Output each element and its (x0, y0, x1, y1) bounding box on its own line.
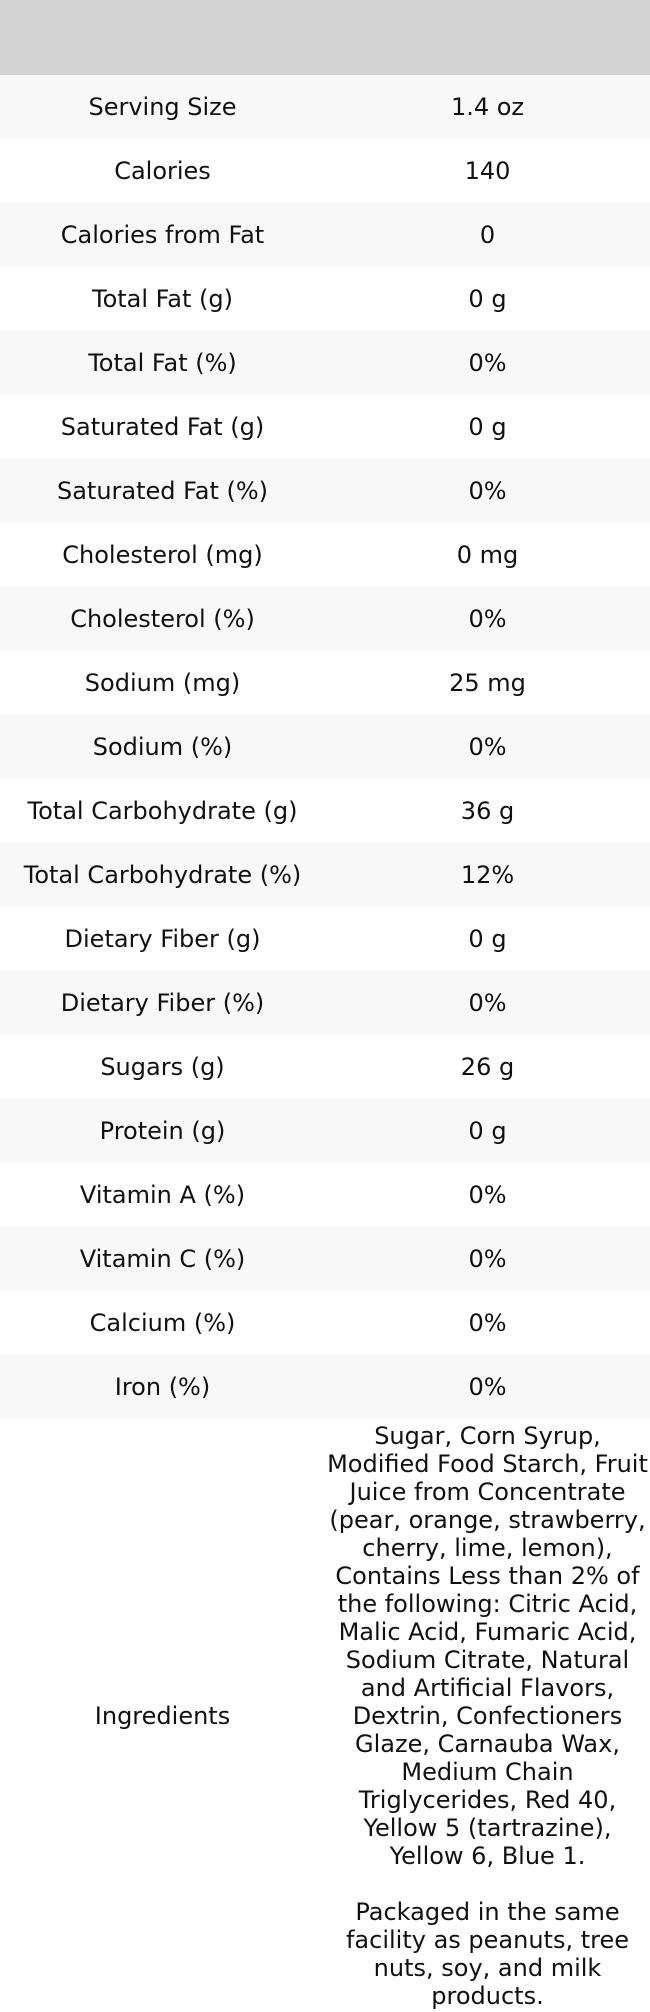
row-value: 0 g (468, 413, 507, 441)
row-label: Protein (g) (99, 1117, 226, 1145)
row-label: Total Fat (%) (88, 349, 237, 377)
row-value: 140 (464, 157, 511, 185)
row-label: Vitamin A (%) (79, 1181, 246, 1209)
table-row-iron-pct: Iron (%) 0% (0, 1355, 650, 1419)
row-label: Vitamin C (%) (79, 1245, 246, 1273)
table-row-serving-size: Serving Size 1.4 oz (0, 75, 650, 139)
row-label: Total Fat (g) (92, 285, 233, 313)
row-value: 26 g (460, 1053, 515, 1081)
row-label: Iron (%) (114, 1373, 211, 1401)
row-label: Dietary Fiber (g) (64, 925, 261, 953)
row-value: 0% (468, 1245, 507, 1273)
table-row-calories: Calories 140 (0, 139, 650, 203)
table-row-vitamin-c-pct: Vitamin C (%) 0% (0, 1227, 650, 1291)
row-value: 12% (460, 861, 515, 889)
row-label: Cholesterol (%) (70, 605, 255, 633)
ingredients-text: Sugar, Corn Syrup, Modified Food Starch,… (327, 1421, 648, 2010)
row-value: 0% (468, 349, 507, 377)
row-value: 0% (468, 733, 507, 761)
row-value: 25 mg (449, 669, 526, 697)
row-value: 0% (468, 1373, 507, 1401)
row-label: Sodium (mg) (84, 669, 241, 697)
row-value: 0% (468, 1181, 507, 1209)
ingredients-label: Ingredients (94, 1701, 231, 1730)
table-row-total-carbohydrate-g: Total Carbohydrate (g) 36 g (0, 779, 650, 843)
row-value: 1.4 oz (450, 93, 525, 121)
row-value: 0 mg (456, 541, 519, 569)
row-value: 0 g (468, 925, 507, 953)
row-label: Total Carbohydrate (%) (23, 861, 302, 889)
row-value: 0% (468, 605, 507, 633)
table-row-sodium-pct: Sodium (%) 0% (0, 715, 650, 779)
row-value: 0% (468, 1309, 507, 1337)
table-row-protein-g: Protein (g) 0 g (0, 1099, 650, 1163)
row-label: Cholesterol (mg) (62, 541, 263, 569)
row-value: 0 g (468, 285, 507, 313)
table-row-total-carbohydrate-pct: Total Carbohydrate (%) 12% (0, 843, 650, 907)
row-label: Sugars (g) (100, 1053, 225, 1081)
row-label: Calcium (%) (89, 1309, 236, 1337)
row-value: 0% (468, 989, 507, 1017)
table-row-calcium-pct: Calcium (%) 0% (0, 1291, 650, 1355)
table-row-ingredients: Ingredients Sugar, Corn Syrup, Modified … (0, 1419, 650, 2012)
table-row-cholesterol-mg: Cholesterol (mg) 0 mg (0, 523, 650, 587)
row-value: 0 g (468, 1117, 507, 1145)
row-label: Total Carbohydrate (g) (27, 797, 298, 825)
table-row-saturated-fat-g: Saturated Fat (g) 0 g (0, 395, 650, 459)
row-label: Saturated Fat (g) (60, 413, 265, 441)
table-row-dietary-fiber-g: Dietary Fiber (g) 0 g (0, 907, 650, 971)
table-header-row (0, 0, 650, 75)
table-row-dietary-fiber-pct: Dietary Fiber (%) 0% (0, 971, 650, 1035)
table-row-cholesterol-pct: Cholesterol (%) 0% (0, 587, 650, 651)
row-label: Calories (114, 157, 211, 185)
row-label: Calories from Fat (60, 221, 265, 249)
header-cell-right (325, 0, 650, 75)
table-row-total-fat-g: Total Fat (g) 0 g (0, 267, 650, 331)
table-row-saturated-fat-pct: Saturated Fat (%) 0% (0, 459, 650, 523)
header-cell-left (0, 0, 325, 75)
table-row-calories-from-fat: Calories from Fat 0 (0, 203, 650, 267)
row-value: 0% (468, 477, 507, 505)
row-label: Serving Size (88, 93, 237, 121)
row-label: Dietary Fiber (%) (60, 989, 265, 1017)
table-row-sodium-mg: Sodium (mg) 25 mg (0, 651, 650, 715)
row-value: 0 (479, 221, 496, 249)
table-row-total-fat-pct: Total Fat (%) 0% (0, 331, 650, 395)
row-value: 36 g (460, 797, 515, 825)
row-label: Sodium (%) (92, 733, 233, 761)
table-row-sugars-g: Sugars (g) 26 g (0, 1035, 650, 1099)
row-label: Saturated Fat (%) (56, 477, 269, 505)
table-row-vitamin-a-pct: Vitamin A (%) 0% (0, 1163, 650, 1227)
